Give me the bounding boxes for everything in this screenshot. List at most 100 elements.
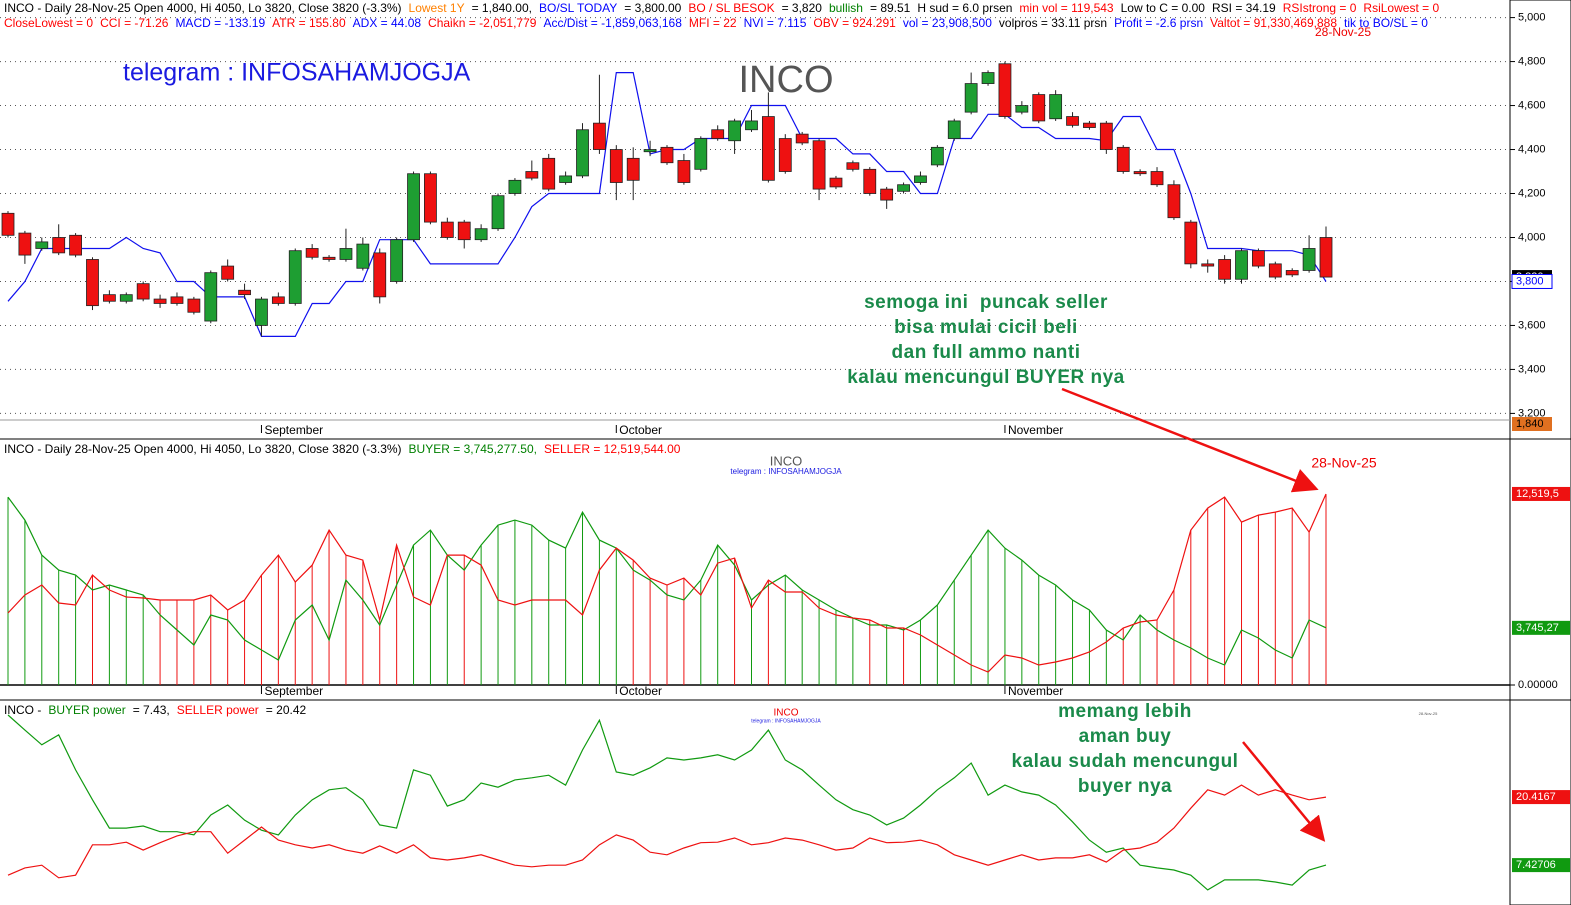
price-tag-label: 3,800 bbox=[1516, 275, 1544, 287]
candle-body bbox=[1201, 263, 1215, 267]
header-item: BO/SL TODAY bbox=[539, 1, 617, 15]
header-item: INCO - bbox=[4, 703, 41, 717]
header-item: min vol = 119,543 bbox=[1019, 1, 1113, 15]
candle-body bbox=[576, 129, 589, 177]
candle-body bbox=[86, 259, 99, 307]
header-item: H sud = 6.0 prsen bbox=[917, 1, 1012, 15]
candle-body bbox=[373, 252, 387, 298]
series-line bbox=[7, 496, 1327, 666]
candle-body bbox=[102, 294, 116, 302]
y-tick-label: 3,400 bbox=[1518, 363, 1546, 375]
header-item: = 7.43, bbox=[133, 703, 170, 717]
candle-body bbox=[863, 168, 877, 194]
candle-body bbox=[1302, 248, 1316, 271]
price-axis-column bbox=[1509, 0, 1571, 905]
header-item: Chaikn = -2,051,779 bbox=[428, 16, 537, 30]
annotation: semoga ini puncak seller bbox=[864, 292, 1108, 313]
header-item: Profit = -2.6 prsn bbox=[1114, 16, 1203, 30]
candle-body bbox=[69, 234, 82, 256]
candle-body bbox=[1116, 146, 1130, 172]
header-item: tik to BO/SL = 0 bbox=[1344, 16, 1428, 30]
candle-body bbox=[930, 146, 944, 166]
candle-body bbox=[1150, 171, 1164, 186]
annotation: memang lebih bbox=[1058, 701, 1192, 722]
candle-body bbox=[677, 160, 691, 183]
date-label: 28-Nov-25 bbox=[1315, 25, 1371, 39]
candle-body bbox=[559, 175, 573, 183]
annotation: buyer nya bbox=[1078, 776, 1172, 797]
candle-body bbox=[947, 120, 961, 139]
candle-body bbox=[288, 250, 302, 304]
value-tag bbox=[1512, 858, 1570, 873]
header-item: bullish bbox=[829, 1, 863, 15]
candle-body bbox=[1099, 122, 1113, 150]
x-tick-label: October bbox=[619, 423, 662, 437]
series-line bbox=[7, 714, 1327, 891]
candle-body bbox=[52, 237, 66, 254]
candle-body bbox=[271, 296, 285, 304]
candle-body bbox=[119, 294, 133, 302]
header-item: ATR = 155.80 bbox=[272, 16, 346, 30]
candle-body bbox=[745, 120, 758, 131]
candle-body bbox=[981, 72, 995, 84]
header-row: INCO - BUYER power = 7.43, SELLER power = 20… bbox=[4, 703, 306, 717]
annotation: bisa mulai cicil beli bbox=[894, 317, 1078, 338]
candle-body bbox=[812, 140, 826, 190]
candle-body bbox=[914, 175, 927, 183]
date-label: 28-Nov-25 bbox=[1419, 711, 1438, 716]
candle-body bbox=[1049, 94, 1063, 120]
candle-body bbox=[897, 184, 910, 192]
header-item: MFI = 22 bbox=[689, 16, 737, 30]
annotation: aman buy bbox=[1079, 726, 1172, 747]
header-item: Low to C = 0.00 bbox=[1121, 1, 1206, 15]
y-tick-label: 3,600 bbox=[1518, 319, 1546, 331]
header-row: CloseLowest = 0 CCI = -71.26 MACD = -133.1… bbox=[4, 16, 1428, 30]
date-label: 28-Nov-25 bbox=[1311, 455, 1377, 471]
candle-body bbox=[153, 298, 167, 304]
candle-body bbox=[440, 221, 454, 238]
value-tag bbox=[1512, 620, 1570, 635]
candle-body bbox=[170, 296, 184, 304]
series-line bbox=[7, 784, 1327, 879]
header-item: RSIstrong = 0 bbox=[1283, 1, 1357, 15]
candle-body bbox=[356, 243, 370, 269]
candle-body bbox=[1319, 237, 1333, 278]
candle-body bbox=[593, 122, 606, 150]
value-tag-label: 3,745,27 bbox=[1516, 622, 1559, 634]
candle-body bbox=[390, 239, 404, 282]
header-item: INCO - Daily 28-Nov-25 Open 4000, Hi 405… bbox=[4, 1, 402, 15]
candle-body bbox=[322, 256, 336, 260]
candle-body bbox=[711, 129, 725, 139]
value-tag bbox=[1512, 790, 1570, 805]
candle-body bbox=[609, 149, 623, 183]
x-tick-label: September bbox=[264, 684, 323, 698]
header-item: CCI = -71.26 bbox=[100, 16, 169, 30]
candle-body bbox=[339, 248, 353, 260]
header-item: = 3,820 bbox=[782, 1, 823, 15]
x-tick-label: November bbox=[1008, 423, 1063, 437]
price-tag bbox=[1511, 273, 1553, 289]
y-tick-label: 3,200 bbox=[1518, 407, 1546, 419]
candle-body bbox=[694, 138, 708, 170]
value-tag-label: 7.42706 bbox=[1516, 859, 1556, 871]
header-item: RSI = 34.19 bbox=[1212, 1, 1276, 15]
watermark-telegram: telegram : INFOSAHAMJOGJA bbox=[123, 59, 471, 87]
candle-body bbox=[136, 283, 150, 300]
price-tag-label: 1,840 bbox=[1516, 418, 1544, 430]
candle-body bbox=[1015, 105, 1029, 113]
header-item: volpros = 33.11 prsn bbox=[999, 16, 1107, 30]
y-tick-label: 4,600 bbox=[1518, 99, 1546, 111]
candle-body bbox=[1285, 270, 1299, 276]
series-line bbox=[7, 493, 1327, 673]
y-tick-label: 4,800 bbox=[1518, 55, 1546, 67]
candle-body bbox=[1218, 259, 1232, 280]
y-tick-label: 4,000 bbox=[1518, 231, 1546, 243]
candle-body bbox=[964, 83, 978, 113]
arrow bbox=[1242, 741, 1326, 842]
candle-body bbox=[829, 177, 843, 188]
candle-body bbox=[1032, 94, 1046, 122]
header-item: SELLER = 12,519,544.00 bbox=[544, 442, 681, 456]
price-tag bbox=[1512, 417, 1552, 431]
header-item: OBV = 924.291 bbox=[813, 16, 896, 30]
annotation: dan full ammo nanti bbox=[892, 342, 1081, 363]
